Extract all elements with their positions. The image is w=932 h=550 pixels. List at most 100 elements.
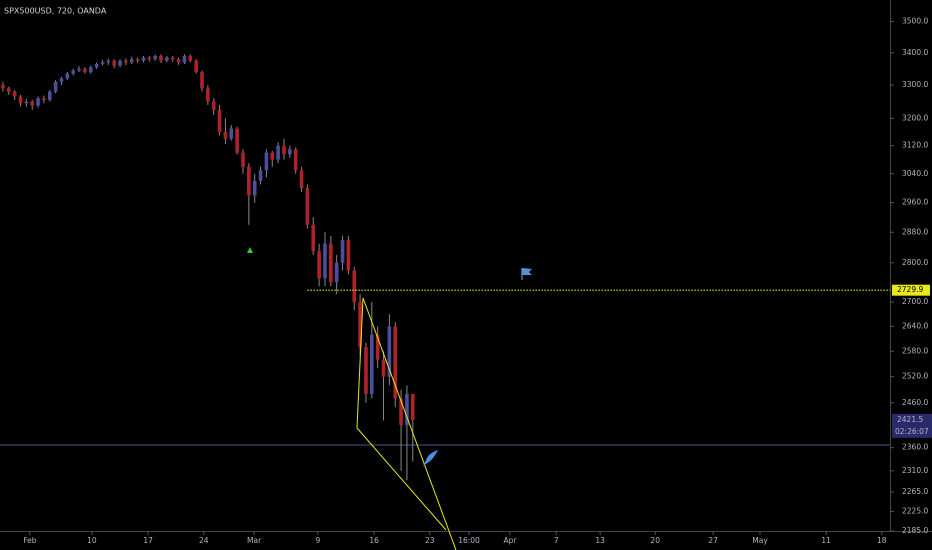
candle-body: [129, 59, 134, 63]
plot-area: [1, 54, 415, 481]
x-tick-label: May: [752, 536, 768, 545]
candle-body: [30, 101, 35, 106]
candle-body: [200, 72, 204, 89]
candle-body: [293, 149, 298, 171]
y-tick-label: 2800.0: [902, 258, 928, 267]
y-tick-label: 3120.0: [902, 141, 928, 150]
y-tick-label: 2310.0: [902, 466, 928, 475]
candle-body: [270, 152, 275, 160]
candle-body: [182, 55, 187, 63]
candle-body: [141, 57, 146, 61]
candle-body: [100, 62, 105, 64]
x-tick-label: 18: [877, 536, 887, 545]
candle-body: [223, 131, 228, 139]
y-tick-label: 2225.0: [902, 506, 928, 515]
candle-body: [340, 239, 345, 263]
x-tick-label: 23: [425, 536, 435, 545]
x-tick-label: 16: [369, 536, 379, 545]
candle-body: [311, 224, 316, 252]
x-tick-label: 16:00: [458, 536, 480, 545]
candle-body: [6, 88, 11, 92]
y-tick-label: 2360.0: [902, 443, 928, 452]
x-tick-label: 24: [199, 536, 209, 545]
y-tick-label: 2640.0: [902, 321, 928, 330]
y-tick-label: 2185.0: [902, 526, 928, 535]
candle-body: [405, 394, 409, 425]
candle-body: [42, 98, 46, 100]
candle-body: [159, 55, 163, 61]
candle-body: [399, 398, 403, 425]
candle-body: [323, 243, 327, 279]
y-tick-label: 3200.0: [902, 113, 928, 122]
candle-body: [65, 73, 70, 79]
candle-body: [176, 59, 181, 63]
candle-body: [12, 91, 17, 97]
candle-body: [258, 170, 263, 181]
candle-body: [94, 63, 99, 68]
x-tick-label: Apr: [504, 536, 518, 545]
candle-body: [53, 81, 58, 92]
x-tick-label: Feb: [23, 536, 37, 545]
candle-body: [370, 334, 374, 395]
trend-line: [356, 297, 457, 550]
chart-title: SPX500USD, 720, OANDA: [4, 7, 107, 16]
x-tick-label: 13: [595, 536, 605, 545]
x-tick-label: 7: [554, 536, 559, 545]
signal-marker: [247, 247, 253, 253]
candle-body: [305, 188, 310, 225]
candle-body: [346, 239, 351, 271]
candle-body: [211, 101, 216, 110]
current-price-box: [892, 413, 932, 438]
candle-body: [375, 334, 380, 360]
reference-price-box: [892, 284, 930, 296]
candle-body: [247, 166, 251, 196]
y-tick-label: 2520.0: [902, 372, 928, 381]
candle-body: [206, 88, 210, 102]
candle-body: [381, 359, 386, 377]
candle-body: [165, 57, 169, 61]
candle-body: [364, 347, 368, 395]
candle-body: [77, 68, 81, 71]
candle-body: [188, 55, 193, 61]
x-tick-label: 17: [143, 536, 153, 545]
x-tick-label: 27: [708, 536, 718, 545]
candle-body: [329, 243, 333, 283]
candle-body: [235, 128, 239, 153]
candle-body: [118, 60, 122, 66]
y-tick-label: 3300.0: [902, 80, 928, 89]
candle-body: [153, 55, 157, 60]
current-price-label: 2421.5: [897, 415, 923, 424]
candle-body: [170, 57, 175, 60]
candle-body: [288, 149, 292, 155]
candle-body: [334, 262, 339, 283]
candle-body: [352, 270, 357, 303]
rocket-icon: [423, 450, 438, 466]
candle-body: [276, 145, 280, 160]
countdown-label: 02:26:07: [895, 427, 929, 436]
x-tick-label: 20: [650, 536, 660, 545]
y-tick-label: 2580.0: [902, 346, 928, 355]
x-tick-label: 11: [821, 536, 831, 545]
flag-icon: [521, 268, 532, 280]
candle-body: [317, 251, 321, 279]
y-tick-label: 2460.0: [902, 398, 928, 407]
candle-body: [106, 60, 111, 63]
candle-body: [264, 152, 269, 171]
candle-body: [83, 68, 87, 73]
candle-body: [282, 145, 286, 155]
candle-body: [252, 180, 257, 196]
y-tick-label: 3040.0: [902, 169, 928, 178]
candle-body: [299, 170, 304, 189]
candle-body: [358, 302, 362, 348]
y-tick-label: 2880.0: [902, 227, 928, 236]
candle-body: [59, 78, 64, 82]
candle-body: [18, 96, 23, 104]
candle-body: [194, 60, 198, 73]
candle-body: [112, 60, 116, 66]
y-tick-label: 2960.0: [902, 198, 928, 207]
y-tick-label: 2265.0: [902, 487, 928, 496]
trend-line: [356, 427, 447, 531]
candle-body: [135, 59, 140, 61]
